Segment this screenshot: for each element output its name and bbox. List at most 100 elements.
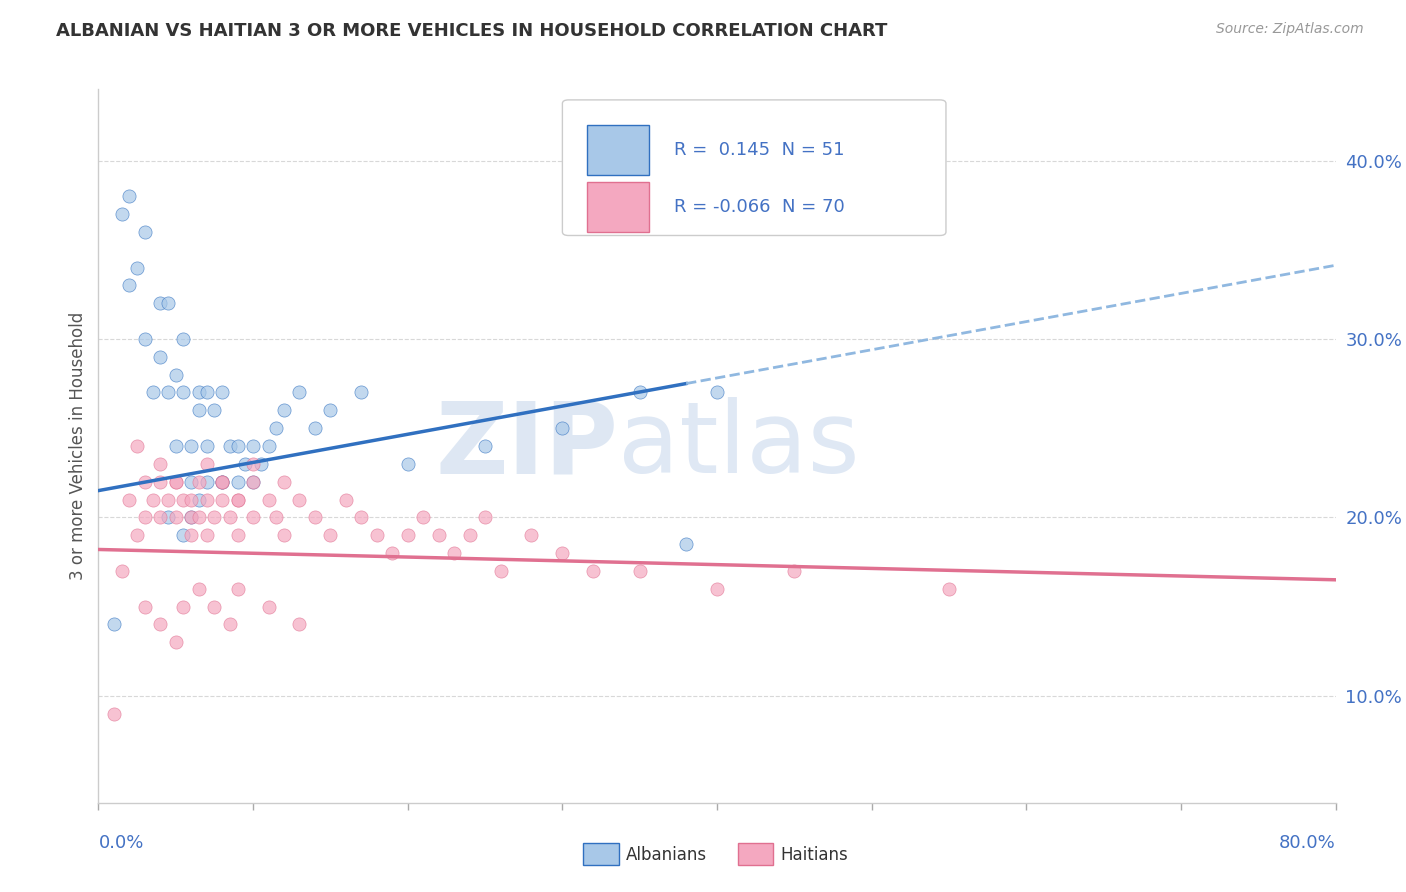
Point (141, 385, 165, 400)
Point (938, 582, 960, 596)
Text: Haitians: Haitians (780, 846, 848, 863)
Point (127, 528, 149, 542)
Point (204, 599, 226, 614)
Point (211, 475, 233, 489)
Point (195, 385, 218, 400)
Point (551, 421, 574, 435)
Point (257, 439, 280, 453)
Point (288, 385, 311, 400)
Point (304, 421, 326, 435)
Point (273, 528, 295, 542)
Point (242, 475, 264, 489)
Point (219, 617, 242, 632)
Point (350, 510, 373, 524)
Point (226, 492, 249, 507)
Point (366, 528, 388, 542)
Point (219, 510, 242, 524)
Point (180, 510, 202, 524)
Point (226, 439, 249, 453)
Point (264, 510, 288, 524)
Point (188, 403, 211, 417)
Point (257, 492, 280, 507)
Point (264, 421, 288, 435)
Point (195, 475, 218, 489)
Point (180, 439, 202, 453)
Point (165, 510, 187, 524)
Point (706, 385, 728, 400)
Point (180, 475, 202, 489)
Point (157, 492, 180, 507)
Point (188, 475, 211, 489)
Point (134, 475, 156, 489)
Point (195, 492, 218, 507)
Point (118, 278, 141, 293)
Point (172, 332, 194, 346)
Text: Albanians: Albanians (626, 846, 707, 863)
FancyBboxPatch shape (562, 100, 946, 235)
Point (226, 492, 249, 507)
Point (474, 510, 496, 524)
Point (188, 582, 211, 596)
Point (172, 528, 194, 542)
Point (396, 457, 419, 471)
Point (257, 599, 280, 614)
Point (204, 510, 226, 524)
Point (204, 403, 226, 417)
Point (242, 510, 264, 524)
Point (118, 492, 141, 507)
Point (165, 475, 187, 489)
Point (134, 510, 156, 524)
Point (195, 439, 218, 453)
Point (165, 635, 187, 649)
Point (242, 457, 264, 471)
Point (219, 439, 242, 453)
Point (188, 385, 211, 400)
Point (489, 564, 512, 578)
Point (141, 492, 165, 507)
Point (551, 546, 574, 560)
Point (706, 582, 728, 596)
Point (458, 528, 481, 542)
Point (350, 385, 373, 400)
Text: ZIP: ZIP (436, 398, 619, 494)
Point (149, 457, 172, 471)
Point (211, 475, 233, 489)
Point (134, 332, 156, 346)
Point (288, 617, 311, 632)
Point (582, 564, 605, 578)
Point (226, 582, 249, 596)
Y-axis label: 3 or more Vehicles in Household: 3 or more Vehicles in Household (69, 312, 87, 580)
Point (288, 492, 311, 507)
Text: Source: ZipAtlas.com: Source: ZipAtlas.com (1216, 22, 1364, 37)
Point (675, 537, 697, 551)
Point (273, 475, 295, 489)
Point (273, 403, 295, 417)
Point (111, 564, 132, 578)
Point (149, 350, 172, 364)
Point (127, 439, 149, 453)
Point (103, 617, 125, 632)
Point (165, 368, 187, 382)
Point (242, 475, 264, 489)
Point (188, 510, 211, 524)
Text: atlas: atlas (619, 398, 859, 494)
Point (319, 528, 342, 542)
Point (172, 385, 194, 400)
Point (149, 296, 172, 310)
Point (157, 510, 180, 524)
Point (211, 475, 233, 489)
Point (381, 546, 404, 560)
Text: ALBANIAN VS HAITIAN 3 OR MORE VEHICLES IN HOUSEHOLD CORRELATION CHART: ALBANIAN VS HAITIAN 3 OR MORE VEHICLES I… (56, 22, 887, 40)
Point (443, 546, 465, 560)
Text: R = -0.066  N = 70: R = -0.066 N = 70 (673, 198, 845, 216)
Point (172, 492, 194, 507)
Point (520, 528, 543, 542)
Point (127, 260, 149, 275)
Point (195, 457, 218, 471)
Point (396, 528, 419, 542)
Point (157, 385, 180, 400)
Point (149, 475, 172, 489)
Point (103, 706, 125, 721)
Point (172, 599, 194, 614)
Point (180, 528, 202, 542)
